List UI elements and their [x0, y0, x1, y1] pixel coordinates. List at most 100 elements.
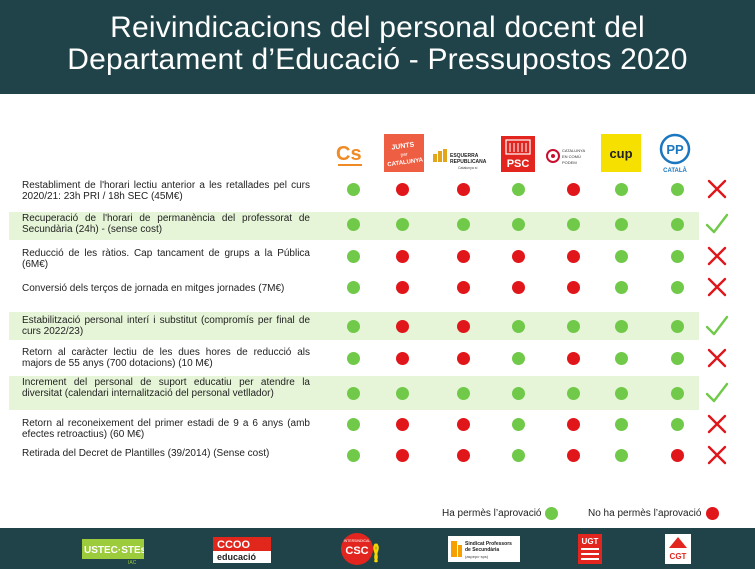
svg-text:Catalunya sí: Catalunya sí — [458, 166, 477, 170]
vote-dot-comuns — [566, 249, 580, 263]
vote-dot-erc — [456, 249, 470, 263]
row-label-6: Retorn al caràcter lectiu de les dues ho… — [22, 347, 310, 369]
vote-dot-erc — [456, 386, 470, 400]
row-label-9: Retirada del Decret de Plantilles (39/20… — [22, 448, 270, 459]
footer-union-logos: USTEC·STEs IAC CCOO educació INTERSINDIC… — [0, 528, 755, 569]
rejected-cross-icon — [704, 442, 730, 468]
vote-dot-pp — [670, 280, 684, 294]
csc-logo-top: INTERSINDICAL — [344, 539, 371, 543]
vote-dot-psc — [511, 417, 525, 431]
vote-dot-cs — [346, 417, 360, 431]
vote-dot-cup — [614, 182, 628, 196]
vote-dot-pp — [670, 249, 684, 263]
party-logo-erc: ESQUERRA REPUBLICANA Catalunya sí — [432, 146, 494, 174]
vote-dot-junts — [395, 417, 409, 431]
svg-text:CATALUNYA: CATALUNYA — [562, 148, 585, 153]
svg-text:REPUBLICANA: REPUBLICANA — [450, 159, 487, 165]
vote-dot-cup — [614, 249, 628, 263]
vote-dot-cup — [614, 351, 628, 365]
row-label-7: Increment del personal de suport educati… — [22, 377, 310, 399]
csc-logo: INTERSINDICAL CSC — [338, 530, 384, 568]
legend-rejected-label: No ha permès l’aprovació — [588, 508, 702, 519]
svg-text:ESQUERRA: ESQUERRA — [450, 153, 479, 159]
vote-dot-junts — [395, 319, 409, 333]
vote-dot-cs — [346, 319, 360, 333]
vote-dot-pp — [670, 386, 684, 400]
vote-dot-cs — [346, 217, 360, 231]
vote-dot-pp — [670, 182, 684, 196]
vote-dot-cs — [346, 280, 360, 294]
vote-dot-cs — [346, 249, 360, 263]
vote-dot-junts — [395, 448, 409, 462]
vote-dot-psc — [511, 351, 525, 365]
vote-dot-comuns — [566, 448, 580, 462]
vote-dot-psc — [511, 386, 525, 400]
svg-text:per: per — [400, 151, 408, 158]
vote-dot-comuns — [566, 386, 580, 400]
rejected-cross-icon — [704, 274, 730, 300]
approved-check-icon — [704, 380, 730, 406]
vote-dot-comuns — [566, 280, 580, 294]
vote-dot-psc — [511, 448, 525, 462]
vote-dot-erc — [456, 217, 470, 231]
party-logo-cup: cup — [601, 134, 641, 172]
vote-dot-cup — [614, 417, 628, 431]
vote-dot-comuns — [566, 319, 580, 333]
csc-logo-text: CSC — [345, 545, 368, 557]
vote-dot-comuns — [566, 351, 580, 365]
vote-dot-psc — [511, 182, 525, 196]
svg-text:CATALUNYA: CATALUNYA — [387, 157, 424, 168]
vote-dot-erc — [456, 182, 470, 196]
vote-dot-cup — [614, 217, 628, 231]
legend-rejected-dot — [706, 507, 719, 520]
row-label-5: Estabilització personal interí i substit… — [22, 315, 310, 337]
vote-dot-pp — [670, 319, 684, 333]
cs-logo-text: Cs — [336, 143, 362, 165]
vote-dot-junts — [395, 217, 409, 231]
party-logo-pp: PP CATALÀ — [656, 133, 694, 175]
ugt-logo-text: UGT — [582, 537, 599, 546]
vote-dot-comuns — [566, 217, 580, 231]
party-logo-psc: PSC — [501, 136, 535, 172]
vote-dot-pp — [670, 448, 684, 462]
vote-dot-cs — [346, 448, 360, 462]
vote-dot-psc — [511, 249, 525, 263]
ccoo-logo-sub: educació — [217, 552, 257, 562]
aspepc-line2: de Secundària — [465, 547, 499, 553]
party-logo-comuns: CATALUNYA EN COMÚ PODEM — [546, 144, 594, 170]
cgt-logo: CGT — [663, 532, 693, 566]
vote-dot-comuns — [566, 417, 580, 431]
party-logo-junts: JUNTS per CATALUNYA — [384, 134, 424, 172]
ustec-logo-text: USTEC·STEs — [84, 545, 144, 556]
vote-dot-junts — [395, 280, 409, 294]
vote-dot-psc — [511, 319, 525, 333]
vote-dot-cup — [614, 448, 628, 462]
legend-approved-label: Ha permès l’aprovació — [442, 508, 542, 519]
vote-dot-pp — [670, 351, 684, 365]
vote-dot-junts — [395, 249, 409, 263]
aspepc-line1: Sindicat Professors — [465, 541, 512, 547]
rejected-cross-icon — [704, 176, 730, 202]
row-label-1: Restabliment de l'horari lectiu anterior… — [22, 180, 310, 202]
rejected-cross-icon — [704, 243, 730, 269]
vote-dot-junts — [395, 182, 409, 196]
vote-dot-psc — [511, 217, 525, 231]
cgt-logo-text: CGT — [670, 552, 687, 561]
svg-text:CATALÀ: CATALÀ — [663, 167, 687, 174]
vote-dot-erc — [456, 448, 470, 462]
svg-text:PP: PP — [666, 142, 684, 157]
vote-dot-cup — [614, 280, 628, 294]
vote-dot-junts — [395, 351, 409, 365]
approved-check-icon — [704, 313, 730, 339]
vote-dot-pp — [670, 217, 684, 231]
legend-approved-dot — [545, 507, 558, 520]
aspepc-logo: Sindicat Professors de Secundària (aspep… — [448, 536, 520, 562]
svg-text:EN COMÚ: EN COMÚ — [562, 154, 581, 159]
vote-dot-cup — [614, 319, 628, 333]
vote-dot-erc — [456, 319, 470, 333]
vote-dot-cs — [346, 386, 360, 400]
svg-text:PSC: PSC — [507, 158, 530, 170]
row-label-4: Conversió dels terços de jornada en mitg… — [22, 283, 285, 294]
page-title-line2: Departament d’Educació - Pressupostos 20… — [67, 43, 688, 76]
row-label-3: Reducció de les ràtios. Cap tancament de… — [22, 248, 310, 270]
